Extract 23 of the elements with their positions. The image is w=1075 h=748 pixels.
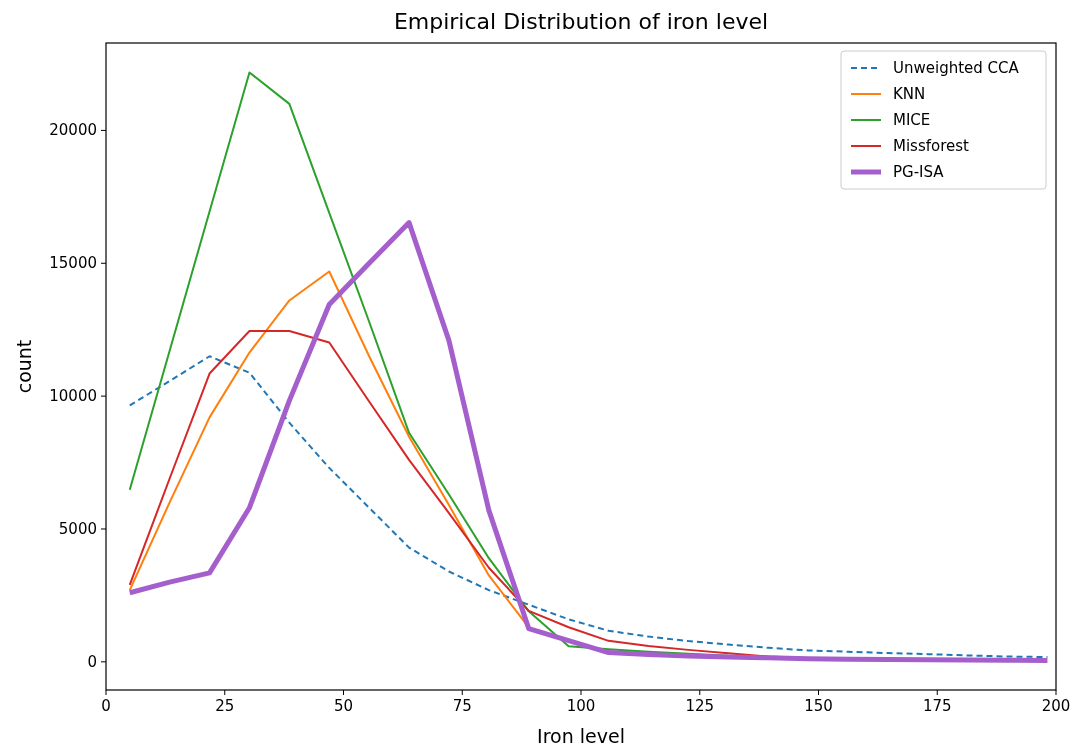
chart-title: Empirical Distribution of iron level <box>393 9 769 34</box>
legend-label: KNN <box>893 85 926 103</box>
x-tick-label: 25 <box>215 697 235 715</box>
x-tick-label: 200 <box>1041 697 1071 715</box>
y-axis-title: count <box>13 339 35 394</box>
x-tick-label: 75 <box>452 697 472 715</box>
x-tick-label: 175 <box>922 697 952 715</box>
x-tick-label: 0 <box>101 697 111 715</box>
y-tick-label: 5000 <box>58 519 97 538</box>
y-tick-label: 0 <box>87 652 97 671</box>
legend-label: MICE <box>893 111 931 129</box>
x-tick-label: 50 <box>333 697 354 715</box>
x-axis-title: Iron level <box>537 725 625 747</box>
legend-label: Unweighted CCA <box>893 59 1020 77</box>
legend-label: Missforest <box>893 137 970 155</box>
y-tick-label: 20000 <box>49 121 97 140</box>
y-tick-label: 10000 <box>49 387 97 406</box>
x-tick-label: 100 <box>566 697 596 715</box>
line-series <box>128 355 1049 659</box>
x-tick-label: 150 <box>804 697 833 715</box>
x-tick-label: 125 <box>685 697 715 715</box>
y-tick-label: 15000 <box>49 254 97 273</box>
legend-label: PG-ISA <box>893 163 945 181</box>
